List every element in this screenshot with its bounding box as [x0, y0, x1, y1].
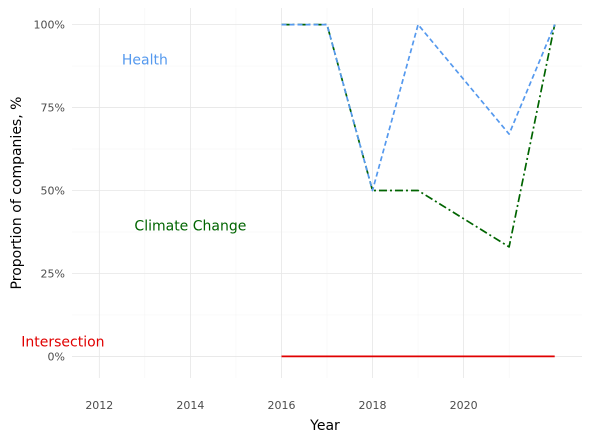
y-tick-label: 25%: [41, 267, 65, 280]
x-tick-label: 2012: [85, 399, 113, 412]
y-axis-title: Proportion of companies, %: [9, 97, 25, 290]
x-tick-label: 2014: [176, 399, 204, 412]
series-line-climate-change: [281, 23, 556, 248]
x-axis-title: Year: [309, 418, 340, 434]
x-tick-label: 2018: [359, 399, 387, 412]
axis-ticks: 2012 2014 2016 2018 2020 0% 25% 50% 75% 100%: [34, 19, 478, 412]
series-lines: [281, 23, 556, 358]
series-label-intersection: Intersection: [21, 334, 104, 350]
y-tick-label: 100%: [34, 19, 65, 32]
x-tick-label: 2020: [450, 399, 478, 412]
x-tick-label: 2016: [267, 399, 295, 412]
series-label-climate-change: Climate Change: [134, 218, 246, 234]
y-tick-label: 75%: [41, 102, 65, 115]
y-tick-label: 0%: [48, 350, 65, 363]
y-tick-label: 50%: [41, 185, 65, 198]
series-labels: Intersection Climate Change Health: [21, 52, 246, 350]
grid: [72, 8, 582, 378]
series-label-health: Health: [122, 52, 168, 68]
